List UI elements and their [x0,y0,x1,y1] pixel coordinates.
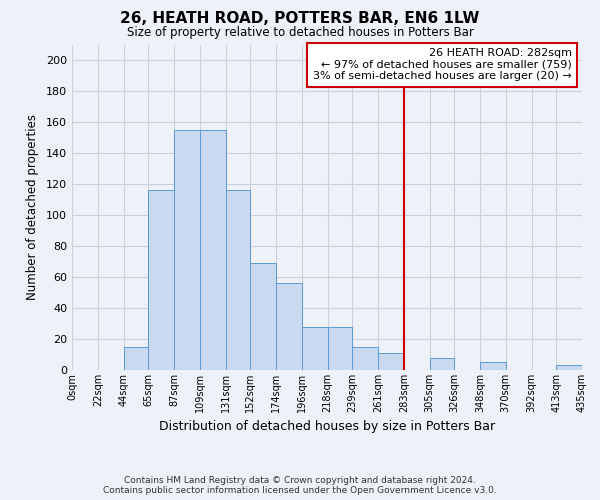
Text: 26, HEATH ROAD, POTTERS BAR, EN6 1LW: 26, HEATH ROAD, POTTERS BAR, EN6 1LW [121,11,479,26]
Y-axis label: Number of detached properties: Number of detached properties [26,114,39,300]
Bar [148,190,174,370]
Bar [430,358,454,370]
Bar [480,362,506,370]
Bar [378,353,404,370]
Text: Contains HM Land Registry data © Crown copyright and database right 2024.
Contai: Contains HM Land Registry data © Crown c… [103,476,497,495]
Bar [174,130,200,370]
Bar [124,347,148,370]
Bar [302,326,328,370]
X-axis label: Distribution of detached houses by size in Potters Bar: Distribution of detached houses by size … [159,420,495,434]
Text: 26 HEATH ROAD: 282sqm
← 97% of detached houses are smaller (759)
3% of semi-deta: 26 HEATH ROAD: 282sqm ← 97% of detached … [313,48,572,82]
Bar [276,284,302,370]
Bar [328,326,352,370]
Bar [250,263,276,370]
Bar [226,190,250,370]
Text: Size of property relative to detached houses in Potters Bar: Size of property relative to detached ho… [127,26,473,39]
Bar [556,366,582,370]
Bar [200,130,226,370]
Bar [352,347,378,370]
